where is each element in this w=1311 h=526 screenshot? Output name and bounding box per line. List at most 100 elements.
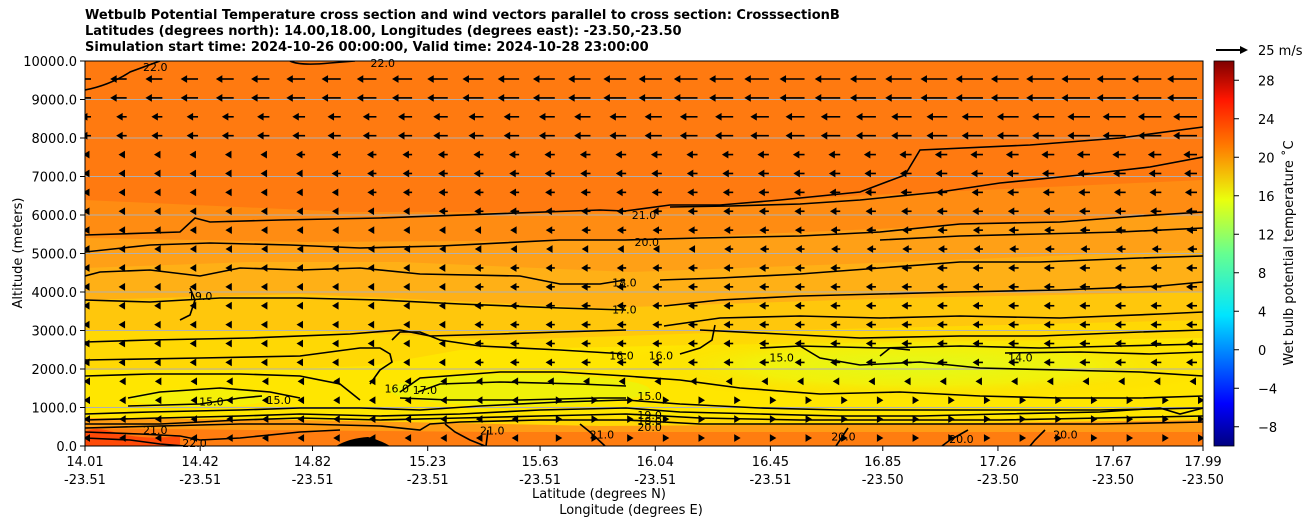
wind-vector bbox=[474, 301, 484, 310]
wind-vector bbox=[153, 150, 161, 159]
wind-vector bbox=[618, 377, 626, 386]
wind-vector bbox=[1187, 245, 1197, 253]
wind-vector bbox=[841, 396, 848, 405]
wind-vector bbox=[260, 150, 267, 159]
wind-vector bbox=[1008, 226, 1019, 235]
wind-vector bbox=[688, 226, 698, 235]
wind-vector bbox=[1043, 282, 1055, 291]
wind-vector bbox=[367, 282, 375, 291]
wind-vector bbox=[983, 396, 991, 405]
wind-vector bbox=[1162, 415, 1169, 423]
x-tick-label-lon: -23.51 bbox=[292, 473, 334, 488]
wind-vector bbox=[688, 245, 696, 253]
y-tick-label: 6000.0 bbox=[32, 209, 78, 224]
wind-vector bbox=[1198, 415, 1203, 423]
wind-vector bbox=[286, 94, 306, 102]
wind-vector bbox=[154, 320, 161, 329]
wind-vector bbox=[118, 358, 126, 367]
wind-vectors bbox=[85, 75, 1203, 442]
wind-vector bbox=[366, 150, 377, 159]
wind-vector bbox=[865, 301, 876, 310]
wind-vector bbox=[581, 264, 591, 272]
wind-vector bbox=[402, 188, 413, 197]
contour-label: 21.0 bbox=[632, 209, 657, 222]
wind-vector bbox=[468, 131, 484, 140]
wind-vector bbox=[830, 226, 841, 235]
wind-vector bbox=[225, 358, 232, 367]
wind-vector bbox=[805, 415, 813, 423]
wind-vector bbox=[901, 320, 912, 329]
wind-vector bbox=[723, 301, 734, 310]
wind-vector bbox=[189, 226, 197, 235]
wind-vector bbox=[186, 112, 199, 121]
wind-vector bbox=[1114, 339, 1126, 348]
wind-vector bbox=[912, 434, 920, 442]
wind-vector bbox=[368, 434, 376, 442]
contour-label: 19.0 bbox=[188, 290, 213, 303]
wind-vector bbox=[154, 207, 161, 216]
wind-vector bbox=[437, 150, 448, 159]
wind-vector bbox=[723, 264, 734, 272]
wind-vector bbox=[402, 169, 413, 178]
wind-vector bbox=[1150, 339, 1162, 348]
wind-vector bbox=[438, 320, 446, 329]
wind-vector bbox=[759, 320, 769, 329]
wind-vector bbox=[1043, 339, 1055, 348]
wind-vector bbox=[225, 245, 232, 253]
wind-vector bbox=[260, 282, 268, 291]
contour-21-f bbox=[485, 429, 489, 446]
contour-label: 15.0 bbox=[637, 390, 662, 403]
wind-vector bbox=[403, 226, 410, 235]
wind-vector bbox=[1183, 150, 1197, 159]
wind-vector bbox=[189, 245, 197, 253]
wind-vector bbox=[1079, 301, 1090, 310]
wind-vector bbox=[864, 169, 876, 178]
wind-vector bbox=[154, 396, 162, 405]
wind-vector bbox=[1185, 207, 1197, 216]
wind-vector bbox=[538, 131, 555, 140]
wind-vector bbox=[794, 226, 805, 235]
wind-vector bbox=[1043, 358, 1055, 367]
wind-vector bbox=[1153, 377, 1161, 386]
wind-vector bbox=[367, 188, 377, 197]
wind-vector bbox=[652, 226, 662, 235]
wind-vector bbox=[757, 150, 769, 159]
wind-vector bbox=[296, 169, 303, 178]
wind-vector bbox=[367, 320, 375, 329]
wind-vector bbox=[687, 358, 698, 367]
wind-vector bbox=[1079, 264, 1090, 272]
wind-vector bbox=[901, 264, 912, 272]
wind-vector bbox=[119, 377, 126, 386]
wind-vector bbox=[715, 112, 734, 121]
wind-vector bbox=[603, 94, 627, 102]
wind-vector bbox=[404, 377, 412, 386]
wind-vector bbox=[1061, 94, 1090, 102]
wind-vector bbox=[581, 226, 591, 235]
wind-vector bbox=[118, 207, 126, 216]
wind-vector bbox=[723, 320, 734, 329]
wind-vector bbox=[151, 112, 163, 121]
contour-label: 20.0 bbox=[637, 421, 662, 434]
wind-vector bbox=[744, 75, 769, 83]
wind-vector bbox=[118, 282, 126, 291]
wind-vector bbox=[983, 415, 991, 423]
wind-vector bbox=[1008, 320, 1019, 329]
wind-vector bbox=[899, 150, 912, 159]
wind-vector bbox=[190, 396, 198, 405]
wind-vector bbox=[1079, 358, 1090, 367]
wind-vector bbox=[427, 75, 448, 83]
wind-vector bbox=[190, 377, 198, 386]
wind-vector bbox=[1137, 131, 1162, 140]
wind-vector bbox=[186, 131, 199, 140]
wind-vector bbox=[509, 188, 520, 197]
wind-vector bbox=[759, 339, 769, 348]
wind-vector bbox=[221, 131, 234, 140]
wind-vector bbox=[118, 188, 126, 197]
wind-vector bbox=[189, 320, 197, 329]
wind-vector bbox=[119, 434, 126, 442]
wind-vector bbox=[85, 396, 90, 405]
wind-vector bbox=[750, 112, 769, 121]
wind-vector bbox=[709, 75, 734, 83]
wind-vector bbox=[468, 112, 484, 121]
